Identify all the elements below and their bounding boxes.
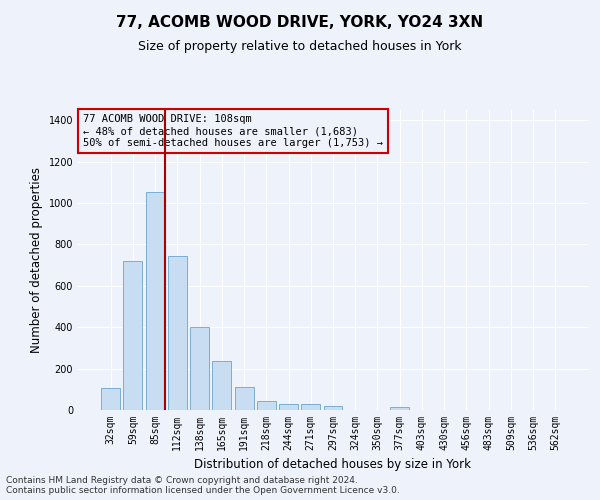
Bar xyxy=(301,404,320,410)
Bar xyxy=(101,388,120,410)
Bar xyxy=(190,327,209,410)
Bar xyxy=(279,404,298,410)
Y-axis label: Number of detached properties: Number of detached properties xyxy=(30,167,43,353)
X-axis label: Distribution of detached houses by size in York: Distribution of detached houses by size … xyxy=(194,458,472,471)
Bar xyxy=(235,387,254,410)
Bar xyxy=(168,256,187,410)
Bar xyxy=(257,400,276,410)
Text: 77, ACOMB WOOD DRIVE, YORK, YO24 3XN: 77, ACOMB WOOD DRIVE, YORK, YO24 3XN xyxy=(116,15,484,30)
Bar xyxy=(124,261,142,410)
Bar xyxy=(323,406,343,410)
Text: Contains HM Land Registry data © Crown copyright and database right 2024.
Contai: Contains HM Land Registry data © Crown c… xyxy=(6,476,400,495)
Bar xyxy=(212,362,231,410)
Bar xyxy=(146,192,164,410)
Text: Size of property relative to detached houses in York: Size of property relative to detached ho… xyxy=(138,40,462,53)
Text: 77 ACOMB WOOD DRIVE: 108sqm
← 48% of detached houses are smaller (1,683)
50% of : 77 ACOMB WOOD DRIVE: 108sqm ← 48% of det… xyxy=(83,114,383,148)
Bar xyxy=(390,407,409,410)
